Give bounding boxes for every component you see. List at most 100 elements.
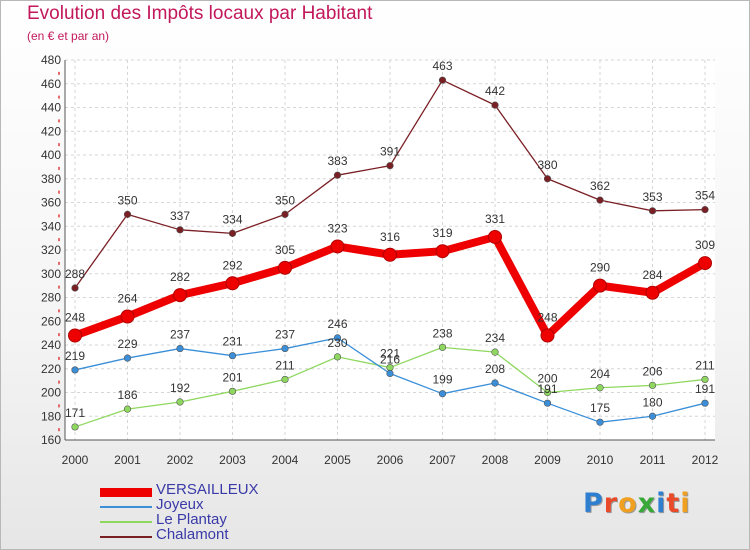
logo-letter: P (583, 488, 604, 519)
data-label: 354 (695, 189, 715, 203)
data-point (281, 210, 289, 218)
data-label: 231 (222, 335, 242, 349)
data-label: 309 (695, 238, 715, 252)
data-label: 305 (275, 243, 295, 257)
data-label: 191 (695, 382, 715, 396)
legend-label: Le Plantay (156, 511, 227, 528)
legend-item: VERSAILLEUX (100, 481, 320, 500)
data-label: 219 (65, 349, 85, 363)
data-point (225, 276, 240, 291)
data-label: 383 (327, 154, 347, 168)
data-label: 391 (380, 145, 400, 159)
data-label: 180 (642, 395, 662, 409)
data-label: 237 (170, 328, 190, 342)
logo-letter: i (656, 488, 667, 519)
x-tick-label: 2011 (640, 453, 666, 467)
data-label: 221 (380, 347, 400, 361)
data-label: 211 (275, 358, 294, 372)
x-tick-label: 2000 (62, 453, 89, 467)
data-point (593, 278, 607, 293)
y-tick-label: 480 (41, 53, 61, 67)
x-tick-label: 2007 (429, 453, 456, 467)
logo-letter: r (603, 488, 619, 519)
data-point (543, 399, 552, 407)
data-label: 353 (642, 190, 662, 204)
data-point (71, 366, 79, 374)
data-point (648, 207, 657, 215)
data-label: 216 (380, 353, 400, 367)
x-tick-label: 2012 (692, 453, 719, 467)
data-label: 248 (537, 311, 557, 325)
data-point (648, 412, 657, 420)
data-point (386, 162, 394, 170)
data-label: 334 (222, 212, 242, 226)
y-tick-label: 240 (41, 338, 61, 352)
data-point (438, 76, 447, 84)
data-point (491, 379, 499, 387)
data-point (383, 247, 397, 262)
data-label: 191 (537, 382, 557, 396)
data-label: 264 (117, 292, 137, 306)
data-label: 237 (275, 328, 295, 342)
data-point (438, 343, 447, 351)
data-label: 171 (65, 406, 85, 420)
data-point (120, 309, 135, 324)
data-point (701, 375, 709, 384)
data-label: 463 (432, 59, 452, 73)
logo-letter: t (666, 488, 681, 519)
data-point (176, 398, 184, 406)
data-label: 204 (590, 367, 610, 381)
legend-label: Joyeux (156, 496, 204, 513)
x-tick-label: 2003 (219, 453, 246, 467)
data-label: 248 (65, 311, 85, 325)
data-point (596, 384, 604, 392)
data-label: 201 (222, 370, 242, 384)
data-point (176, 226, 184, 234)
y-tick-label: 260 (41, 314, 61, 328)
legend-label: VERSAILLEUX (156, 481, 259, 498)
y-tick-label: 180 (41, 409, 61, 423)
data-label: 230 (327, 336, 347, 350)
data-point (281, 344, 289, 353)
data-point (123, 210, 132, 218)
data-label: 442 (485, 84, 505, 98)
y-tick-label: 340 (41, 219, 61, 233)
data-label: 211 (695, 358, 714, 372)
y-tick-label: 320 (41, 243, 61, 257)
data-label: 192 (170, 381, 190, 395)
data-point (435, 244, 450, 259)
data-point (540, 328, 555, 343)
legend-swatch (100, 506, 152, 508)
data-point (596, 196, 604, 204)
x-tick-label: 2008 (482, 453, 509, 467)
data-point (701, 399, 709, 407)
data-label: 238 (432, 326, 452, 340)
y-tick-label: 360 (41, 196, 61, 210)
data-point (698, 256, 712, 271)
data-point (645, 285, 660, 300)
data-label: 319 (432, 226, 452, 240)
y-tick-label: 200 (41, 386, 61, 400)
data-point (123, 354, 132, 362)
chart-subtitle: (en € et par an) (27, 29, 110, 43)
data-point (278, 260, 292, 275)
data-point (228, 352, 237, 360)
data-label: 362 (590, 179, 610, 193)
legend-swatch (100, 536, 152, 538)
data-label: 380 (537, 158, 557, 172)
legend-swatch (100, 487, 152, 497)
y-tick-label: 160 (41, 433, 61, 447)
data-label: 186 (117, 388, 137, 402)
x-tick-label: 2001 (114, 453, 141, 467)
data-point (543, 175, 552, 183)
data-label: 288 (65, 267, 85, 281)
data-point (71, 284, 79, 292)
data-point (543, 388, 552, 397)
data-point (386, 369, 394, 378)
data-point (123, 405, 132, 413)
data-point (68, 328, 82, 343)
data-label: 199 (432, 373, 452, 387)
data-point (648, 381, 657, 389)
y-tick-label: 440 (41, 101, 61, 115)
